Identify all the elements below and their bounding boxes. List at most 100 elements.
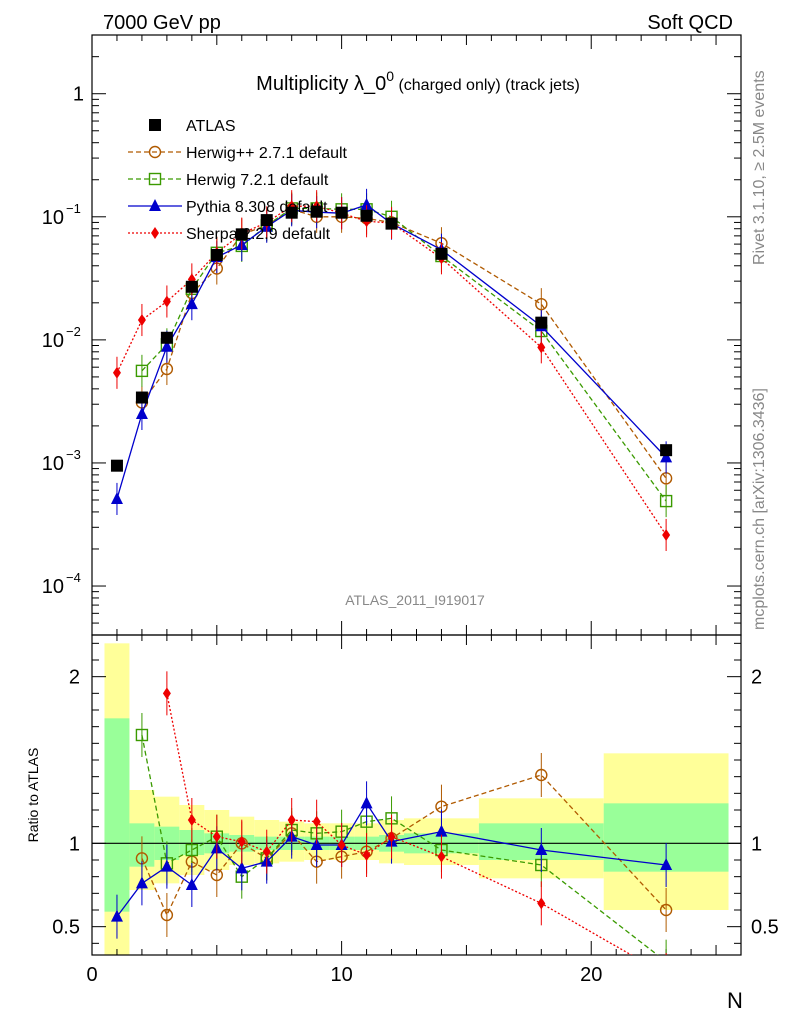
x-tick-label: 10 bbox=[330, 964, 352, 986]
ratio-point bbox=[337, 839, 346, 851]
main-ytick-label: 10 bbox=[42, 207, 64, 229]
ratio-line-1 bbox=[141, 734, 659, 955]
ratio-point bbox=[661, 956, 672, 967]
x-tick-label: 20 bbox=[580, 964, 602, 986]
x-tick-label: 0 bbox=[86, 964, 97, 986]
legend: ATLAS Herwig++ 2.7.1 default Herwig 7.2.1 … bbox=[128, 118, 348, 243]
ratio-point bbox=[660, 858, 673, 870]
ratio-ytick-label-left: 0.5 bbox=[52, 917, 80, 939]
legend-label-4: Sherpa 2.2.9 default bbox=[186, 226, 331, 243]
ratio-point bbox=[387, 830, 396, 843]
legend-marker-0 bbox=[149, 119, 161, 131]
ratio-point bbox=[160, 859, 173, 872]
data-point bbox=[185, 280, 198, 293]
main-point bbox=[112, 366, 121, 379]
legend-marker-1 bbox=[148, 145, 162, 159]
ratio-series-group bbox=[110, 671, 673, 967]
ratio-point bbox=[187, 814, 196, 826]
data-point bbox=[160, 331, 173, 344]
ratio-point bbox=[535, 843, 548, 855]
data-point bbox=[385, 217, 398, 230]
ratio-point bbox=[262, 845, 271, 858]
legend-marker-2 bbox=[148, 172, 162, 186]
data-point bbox=[235, 228, 248, 241]
legend-marker-3 bbox=[149, 199, 161, 211]
main-ytick-exponent: −4 bbox=[66, 570, 81, 585]
ratio-point bbox=[135, 876, 148, 889]
ratio-point bbox=[237, 835, 246, 848]
main-series-group bbox=[110, 188, 673, 551]
ratio-ytick-label-left: 1 bbox=[69, 833, 80, 855]
main-point bbox=[110, 491, 123, 504]
main-point bbox=[535, 297, 548, 311]
ratio-ytick-label-right: 1 bbox=[751, 833, 762, 855]
ratio-point bbox=[287, 814, 296, 826]
legend-label-3: Pythia 8.308 default bbox=[186, 199, 328, 216]
main-point bbox=[660, 450, 673, 463]
main-point bbox=[135, 406, 148, 419]
legend-label-0: ATLAS bbox=[186, 118, 236, 135]
chart-title-suffix: (charged only) (track jets) bbox=[394, 77, 580, 94]
ratio-point bbox=[235, 861, 248, 874]
main-point bbox=[137, 314, 146, 327]
ratio-point bbox=[362, 849, 371, 861]
main-point bbox=[135, 364, 149, 378]
rivet-label: Rivet 3.1.10, ≥ 2.5M events bbox=[751, 70, 768, 265]
data-point bbox=[135, 391, 148, 404]
main-point bbox=[185, 297, 198, 310]
ratio-point bbox=[312, 815, 321, 828]
band-inner-0 bbox=[104, 718, 130, 912]
ratio-point bbox=[160, 908, 174, 922]
data-point bbox=[335, 206, 348, 219]
ratio-ytick-label-right: 0.5 bbox=[751, 917, 779, 939]
x-axis-label: N bbox=[727, 988, 743, 1013]
data-point bbox=[535, 316, 548, 329]
legend-label-2: Herwig 7.2.1 default bbox=[186, 172, 329, 189]
data-point bbox=[435, 247, 448, 260]
main-ytick-exponent: −1 bbox=[66, 201, 81, 216]
mcplots-label: mcplots.cern.ch [arXiv:1306.3436] bbox=[751, 388, 768, 630]
data-point bbox=[660, 444, 673, 457]
ratio-point bbox=[212, 830, 221, 843]
ratio-point bbox=[659, 903, 673, 917]
ratio-point bbox=[437, 850, 446, 863]
ratio-ytick-label-left: 2 bbox=[69, 667, 80, 689]
main-ytick-label: 1 bbox=[73, 84, 84, 106]
main-point bbox=[537, 341, 546, 354]
data-point bbox=[110, 459, 123, 472]
data-point bbox=[210, 248, 223, 261]
ratio-point bbox=[537, 897, 546, 910]
ratio-bands bbox=[104, 643, 729, 955]
main-panel: 10 −410 −310 −210 −11 Multiplicity λ_00 (char… bbox=[42, 34, 742, 636]
main-point bbox=[662, 528, 671, 541]
header-right: Soft QCD bbox=[647, 12, 733, 34]
ratio-point bbox=[162, 687, 171, 700]
data-point bbox=[310, 205, 323, 218]
chart-title: Multiplicity λ_00 (charged only) (track … bbox=[256, 68, 580, 95]
main-point bbox=[160, 362, 174, 376]
ratio-point bbox=[110, 909, 123, 922]
chart-title-main: Multiplicity λ_0 bbox=[256, 73, 386, 95]
data-point bbox=[360, 209, 373, 222]
main-ytick-label: 10 bbox=[42, 576, 64, 598]
main-line-1 bbox=[141, 208, 667, 479]
ratio-point bbox=[135, 728, 149, 742]
ratio-point bbox=[185, 843, 199, 857]
main-ytick-exponent: −3 bbox=[66, 447, 81, 462]
ratio-point bbox=[310, 838, 323, 850]
main-line-3 bbox=[116, 204, 667, 500]
main-ytick-label: 10 bbox=[42, 453, 64, 475]
legend-marker-4 bbox=[151, 227, 159, 239]
main-ytick-label: 10 bbox=[42, 330, 64, 352]
main-point bbox=[360, 197, 373, 210]
ratio-point bbox=[360, 796, 373, 809]
ratio-point bbox=[535, 768, 548, 782]
ratio-point bbox=[185, 878, 198, 890]
main-point bbox=[659, 494, 673, 508]
data-point bbox=[285, 206, 298, 219]
ratio-point bbox=[435, 824, 448, 837]
legend-label-1: Herwig++ 2.7.1 default bbox=[186, 145, 348, 162]
ratio-ytick-label-right: 2 bbox=[751, 667, 762, 689]
ratio-line-0 bbox=[141, 774, 667, 917]
